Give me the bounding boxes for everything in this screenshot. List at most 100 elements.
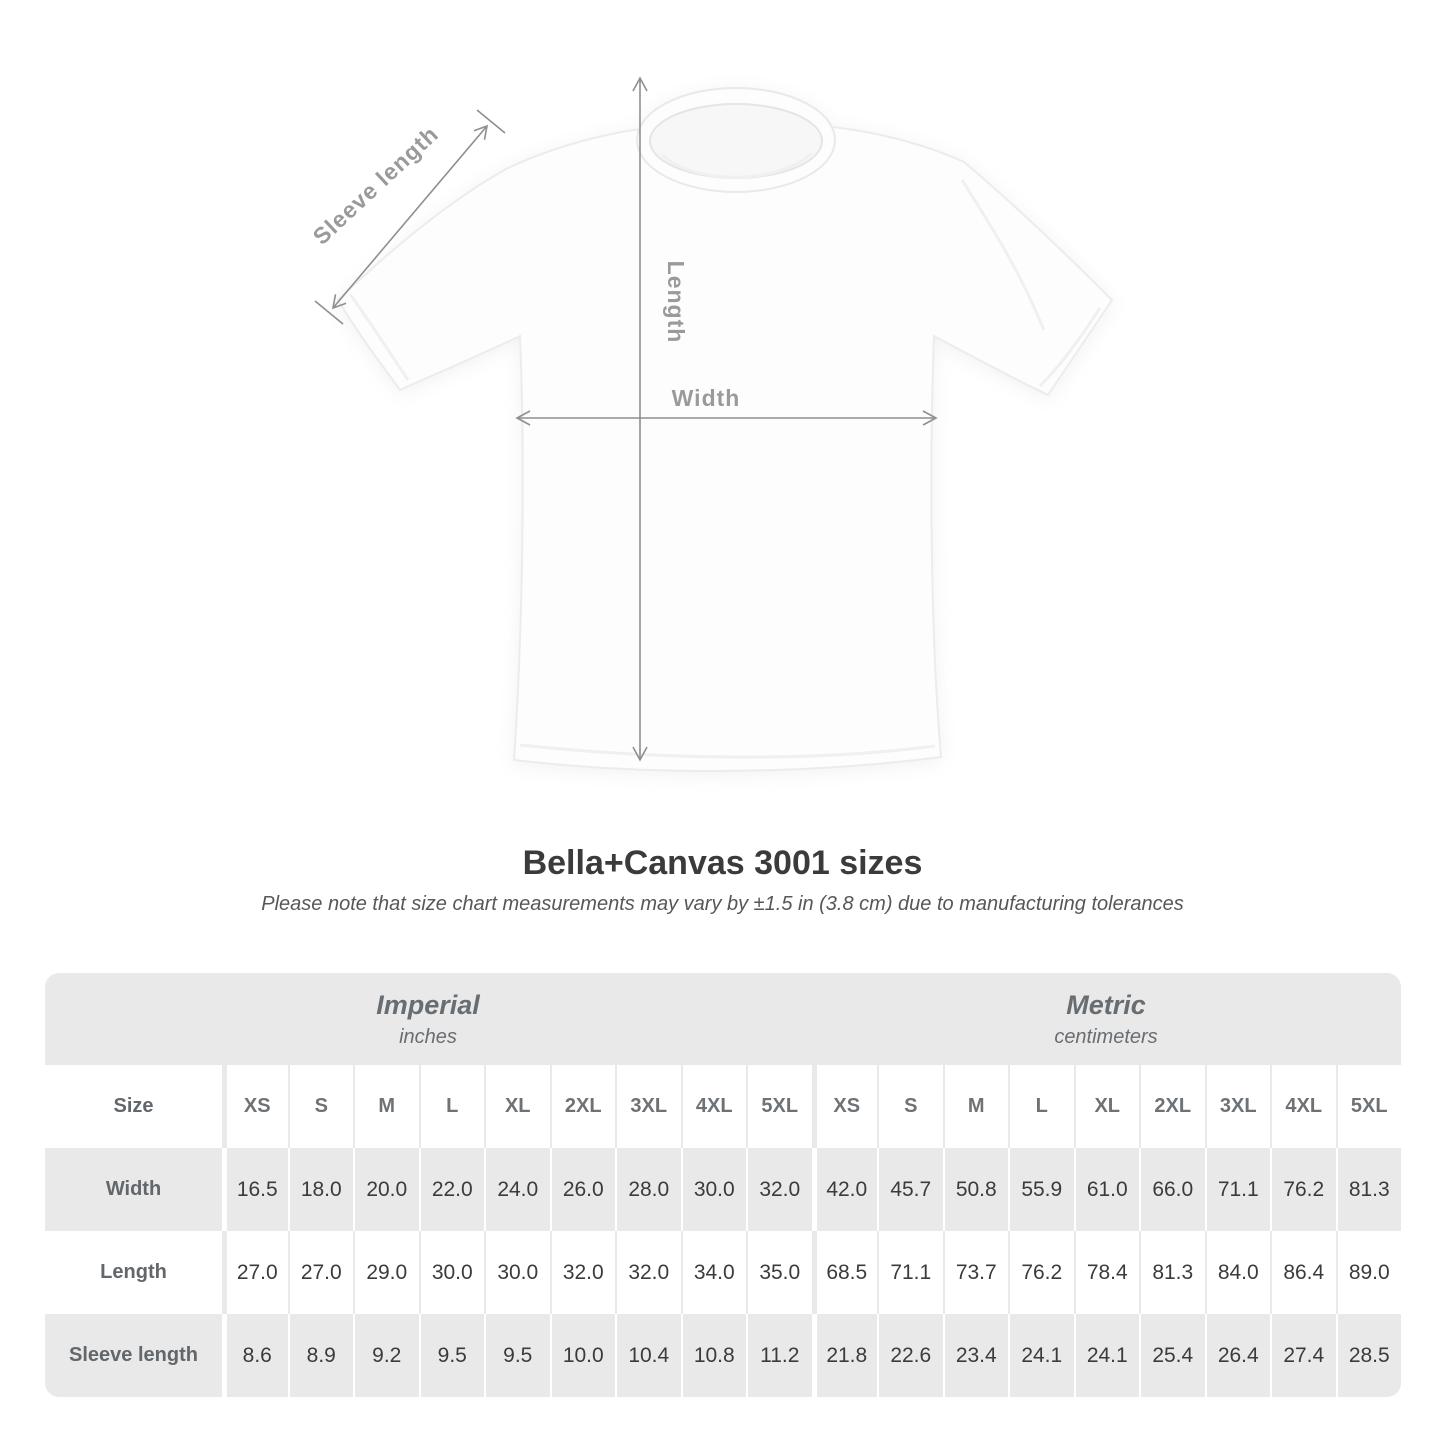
left-cuff-stitch: [348, 293, 410, 381]
value-cell: 81.3: [1335, 1148, 1402, 1231]
size-col-header: M: [942, 1065, 1009, 1148]
value-cell: 18.0: [287, 1148, 354, 1231]
value-cell: 24.0: [484, 1148, 550, 1231]
width-arrow: [515, 410, 938, 426]
unit-group-metric: Metric centimeters: [811, 973, 1401, 1065]
value-cell: 22.0: [418, 1148, 485, 1231]
value-cell: 27.4: [1270, 1314, 1336, 1397]
right-cuff-stitch: [1038, 307, 1102, 388]
value-cell: 9.2: [353, 1314, 419, 1397]
size-col-header: 3XL: [615, 1065, 681, 1148]
size-col-header: S: [877, 1065, 943, 1148]
size-row-label: Size: [113, 1095, 154, 1117]
imperial-unit: inches: [399, 1025, 457, 1048]
size-col-header: M: [353, 1065, 419, 1148]
size-col-header: L: [418, 1065, 485, 1148]
collar-neck-opening: [649, 103, 823, 179]
value-cell: 16.5: [222, 1148, 288, 1231]
value-cell: 30.0: [680, 1148, 747, 1231]
value-cell: 71.1: [1204, 1148, 1271, 1231]
length-label: Length: [663, 261, 689, 344]
value-cell: 26.4: [1204, 1314, 1271, 1397]
value-cell: 66.0: [1139, 1148, 1205, 1231]
value-cell: 28.5: [1335, 1314, 1402, 1397]
unit-header-band: Imperial inches Metric centimeters: [45, 973, 1401, 1065]
hem-stitch-line: [519, 743, 936, 759]
value-cell: 8.6: [222, 1314, 288, 1397]
value-cell: 32.0: [549, 1231, 616, 1314]
value-cell: 32.0: [746, 1148, 812, 1231]
width-row-label: Width: [105, 1178, 162, 1200]
value-cell: 26.0: [549, 1148, 616, 1231]
size-col-header: XS: [811, 1065, 878, 1148]
value-cell: 50.8: [942, 1148, 1009, 1231]
value-cell: 73.7: [942, 1231, 1009, 1314]
unit-group-imperial: Imperial inches: [45, 973, 811, 1065]
width-label: Width: [672, 385, 741, 411]
value-cell: 8.9: [287, 1314, 354, 1397]
value-cell: 45.7: [877, 1148, 943, 1231]
value-cell: 27.0: [287, 1231, 354, 1314]
value-cell: 89.0: [1335, 1231, 1402, 1314]
value-cell: 9.5: [418, 1314, 485, 1397]
value-cell: 24.1: [1073, 1314, 1140, 1397]
value-cell: 86.4: [1270, 1231, 1336, 1314]
size-col-header: 5XL: [746, 1065, 812, 1148]
tshirt-measurement-diagram: Sleeve length Length Width: [270, 48, 1170, 816]
value-cell: 81.3: [1139, 1231, 1205, 1314]
size-col-header: 4XL: [680, 1065, 747, 1148]
value-cell: 78.4: [1073, 1231, 1140, 1314]
size-col-header: 5XL: [1335, 1065, 1402, 1148]
value-cell: 71.1: [877, 1231, 943, 1314]
size-col-header: 2XL: [549, 1065, 616, 1148]
size-col-header: XL: [1073, 1065, 1140, 1148]
size-header-row: Size XS S M L XL 2XL 3XL 4XL 5XL XS S M …: [45, 1065, 1401, 1148]
value-cell: 11.2: [746, 1314, 812, 1397]
value-cell: 30.0: [484, 1231, 550, 1314]
value-cell: 24.1: [1008, 1314, 1074, 1397]
metric-title: Metric: [1066, 989, 1146, 1020]
size-col-header: L: [1008, 1065, 1074, 1148]
size-col-header: 3XL: [1204, 1065, 1271, 1148]
size-col-header: XL: [484, 1065, 550, 1148]
tshirt-silhouette: [336, 124, 1114, 772]
value-cell: 10.0: [549, 1314, 616, 1397]
size-col-header: S: [287, 1065, 354, 1148]
value-cell: 20.0: [353, 1148, 419, 1231]
value-cell: 21.8: [811, 1314, 878, 1397]
value-cell: 55.9: [1008, 1148, 1074, 1231]
value-cell: 34.0: [680, 1231, 747, 1314]
sleeve-length-row: Sleeve length 8.6 8.9 9.2 9.5 9.5 10.0 1…: [45, 1314, 1401, 1397]
value-cell: 32.0: [615, 1231, 681, 1314]
right-sleeve-crease: [960, 179, 1046, 331]
length-row-label: Length: [100, 1261, 167, 1283]
sleeve-row-label: Sleeve length: [69, 1344, 198, 1366]
value-cell: 27.0: [222, 1231, 288, 1314]
tshirt-diagram-svg: Sleeve length Length Width: [308, 76, 1114, 772]
value-cell: 76.2: [1270, 1148, 1336, 1231]
value-cell: 25.4: [1139, 1314, 1205, 1397]
imperial-title: Imperial: [376, 989, 480, 1020]
width-row: Width 16.5 18.0 20.0 22.0 24.0 26.0 28.0…: [45, 1148, 1401, 1231]
value-cell: 30.0: [418, 1231, 485, 1314]
page-title: Bella+Canvas 3001 sizes: [522, 844, 923, 882]
value-cell: 42.0: [811, 1148, 878, 1231]
value-cell: 35.0: [746, 1231, 812, 1314]
value-cell: 10.4: [615, 1314, 681, 1397]
value-cell: 10.8: [680, 1314, 747, 1397]
length-arrow: [632, 76, 648, 762]
tolerance-note: Please note that size chart measurements…: [261, 893, 1184, 915]
size-col-header: 4XL: [1270, 1065, 1336, 1148]
value-cell: 76.2: [1008, 1231, 1074, 1314]
value-cell: 23.4: [942, 1314, 1009, 1397]
size-col-header: XS: [222, 1065, 288, 1148]
value-cell: 68.5: [811, 1231, 878, 1314]
length-row: Length 27.0 27.0 29.0 30.0 30.0 32.0 32.…: [45, 1231, 1401, 1314]
value-cell: 84.0: [1204, 1231, 1271, 1314]
value-cell: 61.0: [1073, 1148, 1140, 1231]
value-cell: 9.5: [484, 1314, 550, 1397]
collar-shadow-line: [660, 151, 814, 179]
value-cell: 28.0: [615, 1148, 681, 1231]
metric-unit: centimeters: [1054, 1025, 1158, 1048]
